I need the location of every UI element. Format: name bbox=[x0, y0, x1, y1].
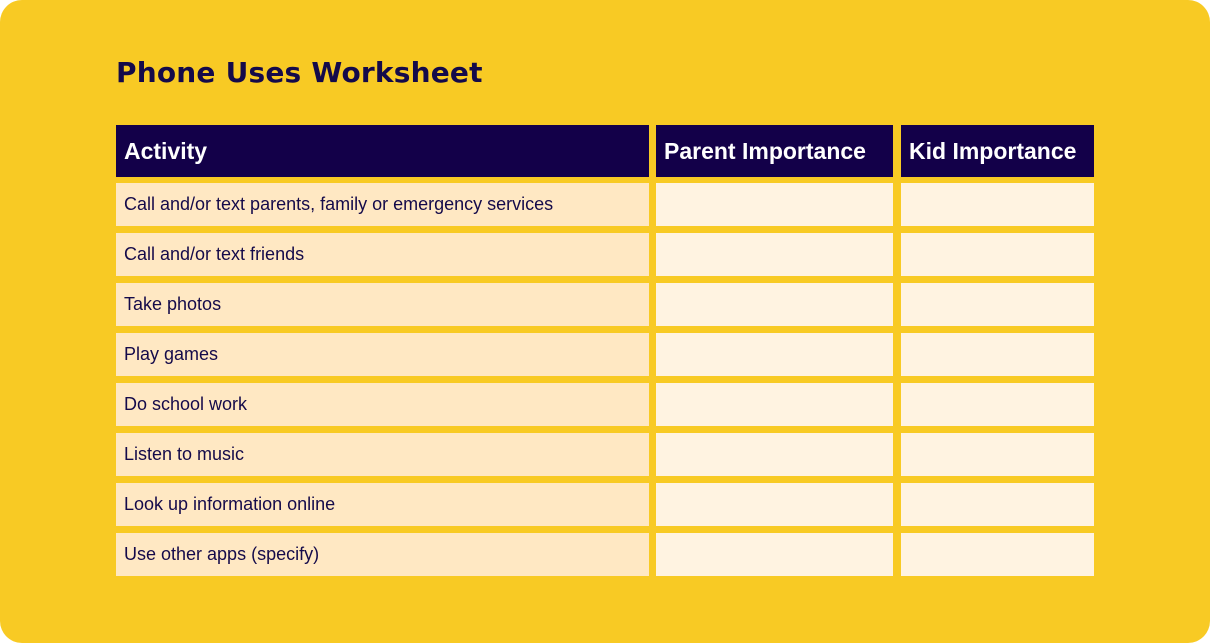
kid-importance-cell[interactable] bbox=[901, 283, 1094, 326]
table-header-row: Activity Parent Importance Kid Importanc… bbox=[116, 125, 1094, 177]
parent-importance-cell[interactable] bbox=[656, 183, 893, 226]
parent-importance-cell[interactable] bbox=[656, 383, 893, 426]
parent-importance-cell[interactable] bbox=[656, 333, 893, 376]
table-row: Take photos bbox=[116, 283, 1094, 333]
activity-cell: Take photos bbox=[116, 283, 649, 326]
kid-importance-cell[interactable] bbox=[901, 183, 1094, 226]
kid-importance-cell[interactable] bbox=[901, 383, 1094, 426]
table-row: Listen to music bbox=[116, 433, 1094, 483]
activity-cell: Do school work bbox=[116, 383, 649, 426]
header-activity: Activity bbox=[116, 125, 649, 177]
activity-cell: Use other apps (specify) bbox=[116, 533, 649, 576]
activity-cell: Listen to music bbox=[116, 433, 649, 476]
activity-cell: Call and/or text friends bbox=[116, 233, 649, 276]
table-row: Call and/or text friends bbox=[116, 233, 1094, 283]
table-row: Use other apps (specify) bbox=[116, 533, 1094, 583]
activity-cell: Play games bbox=[116, 333, 649, 376]
table-row: Do school work bbox=[116, 383, 1094, 433]
header-parent-importance: Parent Importance bbox=[656, 125, 893, 177]
table-row: Call and/or text parents, family or emer… bbox=[116, 183, 1094, 233]
header-kid-importance: Kid Importance bbox=[901, 125, 1094, 177]
parent-importance-cell[interactable] bbox=[656, 483, 893, 526]
kid-importance-cell[interactable] bbox=[901, 533, 1094, 576]
kid-importance-cell[interactable] bbox=[901, 433, 1094, 476]
activity-cell: Call and/or text parents, family or emer… bbox=[116, 183, 649, 226]
table-row: Play games bbox=[116, 333, 1094, 383]
activity-cell: Look up information online bbox=[116, 483, 649, 526]
parent-importance-cell[interactable] bbox=[656, 233, 893, 276]
kid-importance-cell[interactable] bbox=[901, 233, 1094, 276]
parent-importance-cell[interactable] bbox=[656, 533, 893, 576]
table-row: Look up information online bbox=[116, 483, 1094, 533]
kid-importance-cell[interactable] bbox=[901, 483, 1094, 526]
worksheet-title: Phone Uses Worksheet bbox=[116, 56, 483, 89]
kid-importance-cell[interactable] bbox=[901, 333, 1094, 376]
parent-importance-cell[interactable] bbox=[656, 433, 893, 476]
phone-uses-table: Activity Parent Importance Kid Importanc… bbox=[116, 125, 1094, 583]
parent-importance-cell[interactable] bbox=[656, 283, 893, 326]
